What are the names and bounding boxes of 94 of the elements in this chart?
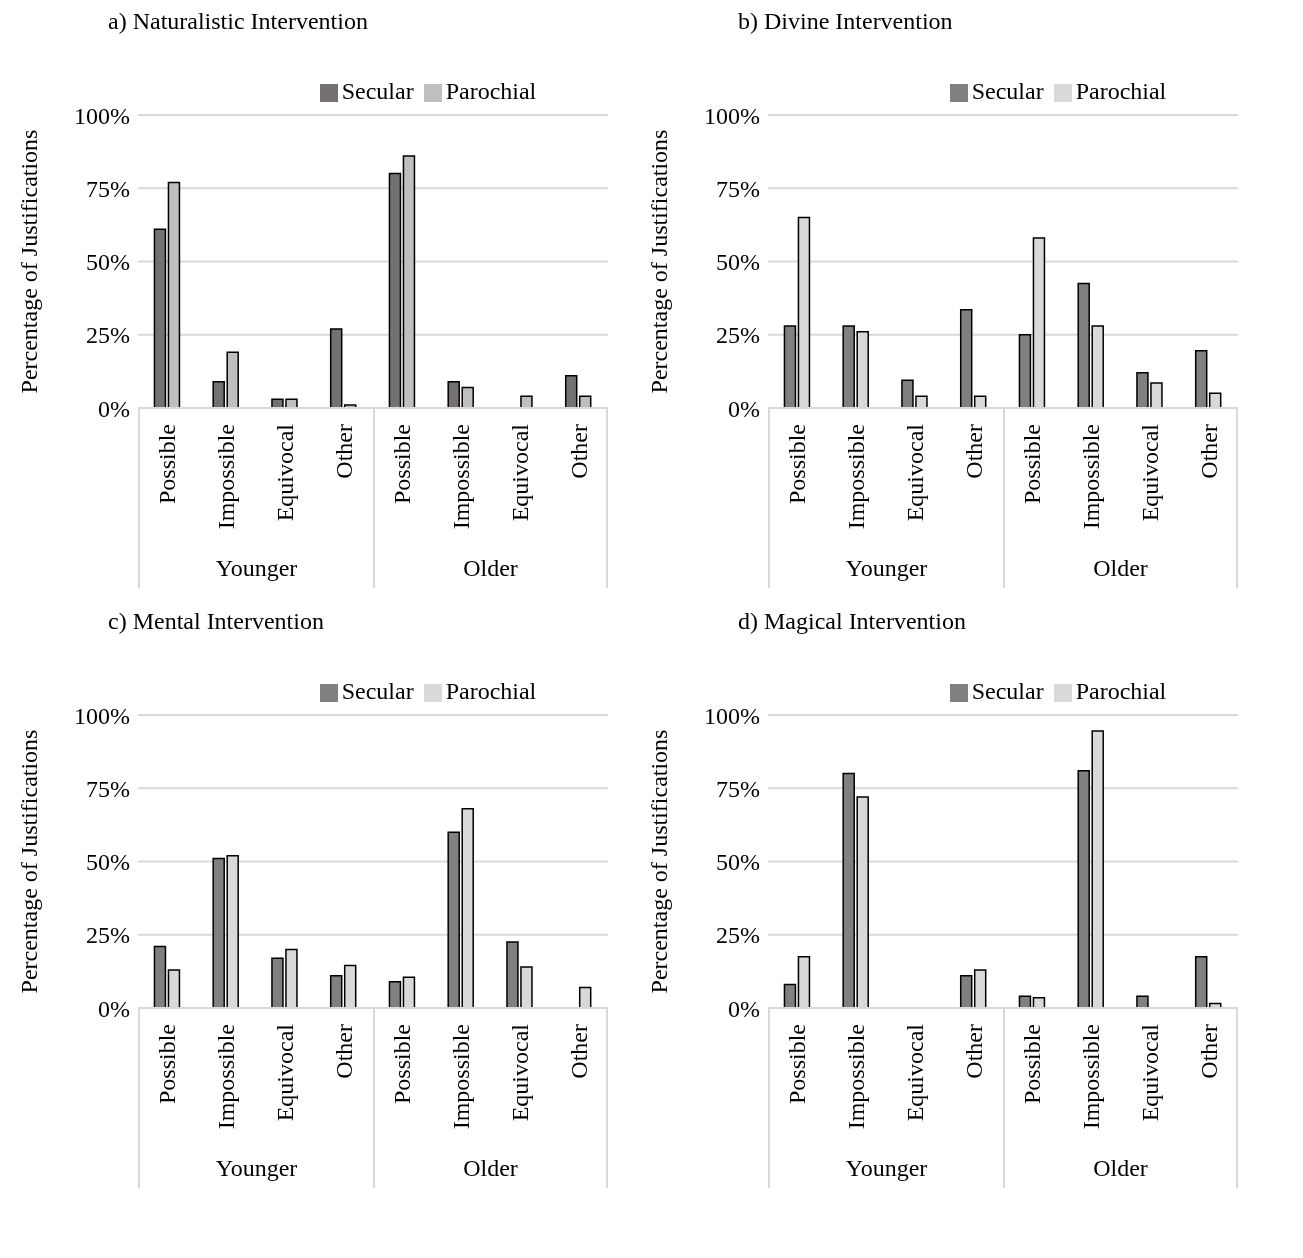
bar <box>329 975 343 1008</box>
x-tick-label: Other <box>330 1024 357 1079</box>
x-tick-label: Possible <box>389 1024 416 1105</box>
x-tick-label: Impossible <box>843 424 870 530</box>
x-tick-label: Possible <box>154 1024 181 1105</box>
legend-label: Secular <box>341 78 414 104</box>
legend-label: Parochial <box>1075 678 1167 704</box>
y-tick-label: 25% <box>716 322 760 349</box>
y-tick-label: 0% <box>98 395 130 422</box>
bar <box>783 983 797 1008</box>
chart-title: a) Naturalistic Intervention <box>107 8 369 36</box>
bar <box>959 309 973 408</box>
y-tick-label: 100% <box>74 702 130 729</box>
x-tick-label: Impossible <box>213 424 240 530</box>
x-tick-label: Other <box>330 424 357 479</box>
y-tick-label: 100% <box>74 102 130 129</box>
y-tick-label: 50% <box>716 249 760 276</box>
x-tick-label: Possible <box>1019 424 1046 505</box>
bar <box>402 155 416 408</box>
y-tick-label: 75% <box>86 175 130 202</box>
bar <box>783 325 797 408</box>
bar <box>388 980 402 1008</box>
x-tick-label: Impossible <box>448 1024 475 1130</box>
y-axis-title: Percentage of Justifications <box>15 129 42 394</box>
x-tick-label: Other <box>565 1024 592 1079</box>
x-tick-label: Impossible <box>1078 424 1105 530</box>
x-tick-label: Equivocal <box>506 1023 533 1122</box>
x-tick-label: Possible <box>784 424 811 505</box>
y-tick-label: 50% <box>86 249 130 276</box>
text: Older <box>462 1155 519 1182</box>
x-tick-label: Impossible <box>843 1024 870 1130</box>
legend-label: Secular <box>971 678 1044 704</box>
x-tick-label: Other <box>960 1024 987 1079</box>
y-tick-label: 25% <box>86 322 130 349</box>
y-axis-title: Percentage of Justifications <box>645 729 672 994</box>
x-tick-label: Equivocal <box>901 1023 928 1122</box>
y-tick-label: 0% <box>728 395 760 422</box>
x-tick-label: Equivocal <box>506 423 533 522</box>
bar <box>1136 995 1149 1008</box>
bar <box>959 975 973 1008</box>
chart-title: b) Divine Intervention <box>737 8 954 36</box>
x-tick-label: Other <box>565 424 592 479</box>
legend-label: Secular <box>341 678 414 704</box>
legend-label: Parochial <box>445 78 537 104</box>
x-tick-label: Other <box>1195 1024 1222 1079</box>
bar <box>329 328 343 408</box>
y-tick-label: 50% <box>716 849 760 876</box>
y-tick-label: 100% <box>704 702 760 729</box>
x-tick-label: Impossible <box>213 1024 240 1130</box>
legend-label: Parochial <box>1075 78 1167 104</box>
y-tick-label: 75% <box>716 775 760 802</box>
x-tick-label: Possible <box>154 424 181 505</box>
text: Younger <box>844 555 929 582</box>
y-tick-label: 25% <box>716 922 760 949</box>
legend-label: Secular <box>971 78 1044 104</box>
x-tick-label: Other <box>960 424 987 479</box>
x-tick-label: Possible <box>1019 1024 1046 1105</box>
y-tick-label: 25% <box>86 922 130 949</box>
y-tick-label: 0% <box>728 995 760 1022</box>
text: Older <box>462 555 519 582</box>
bar <box>153 228 167 408</box>
x-tick-label: Other <box>1195 424 1222 479</box>
text: Older <box>1092 555 1149 582</box>
y-tick-label: 75% <box>86 775 130 802</box>
bar <box>388 172 402 408</box>
x-tick-label: Possible <box>784 1024 811 1105</box>
x-tick-label: Equivocal <box>1136 423 1163 522</box>
bar <box>1194 955 1208 1008</box>
bar <box>564 375 578 408</box>
legend-label: Parochial <box>445 678 537 704</box>
x-tick-label: Equivocal <box>1136 1023 1163 1122</box>
y-tick-label: 75% <box>716 175 760 202</box>
x-tick-label: Possible <box>389 424 416 505</box>
chart-title: c) Mental Intervention <box>107 608 325 636</box>
x-tick-label: Equivocal <box>901 423 928 522</box>
bar <box>1194 350 1208 408</box>
text: Younger <box>844 1155 929 1182</box>
x-tick-label: Impossible <box>1078 1024 1105 1130</box>
y-axis-title: Percentage of Justifications <box>645 129 672 394</box>
bar <box>1018 334 1032 408</box>
text: Older <box>1092 1155 1149 1182</box>
y-tick-label: 50% <box>86 849 130 876</box>
x-tick-label: Impossible <box>448 424 475 530</box>
chart-title: d) Magical Intervention <box>737 608 967 636</box>
y-tick-label: 0% <box>98 995 130 1022</box>
x-tick-label: Equivocal <box>271 423 298 522</box>
x-tick-label: Equivocal <box>271 1023 298 1122</box>
bar <box>153 945 167 1008</box>
y-tick-label: 100% <box>704 102 760 129</box>
text: Younger <box>214 1155 299 1182</box>
bar <box>520 395 533 408</box>
bar <box>167 181 181 408</box>
y-axis-title: Percentage of Justifications <box>15 729 42 994</box>
text: Younger <box>214 555 299 582</box>
